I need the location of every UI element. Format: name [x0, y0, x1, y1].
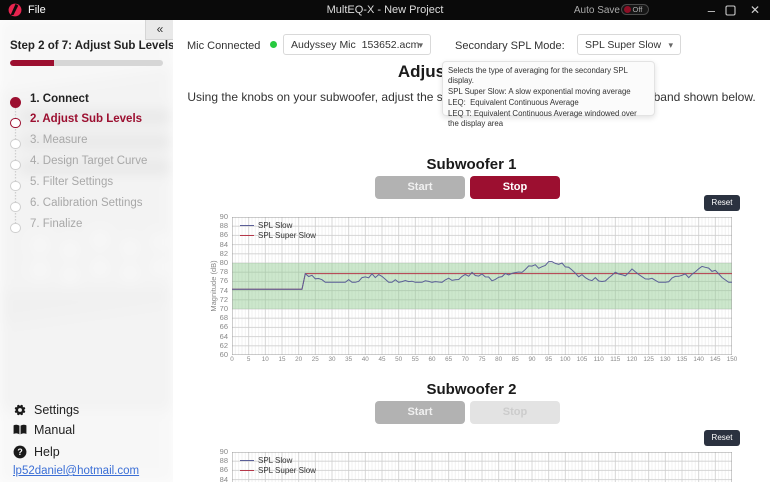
- svg-text:?: ?: [17, 446, 22, 456]
